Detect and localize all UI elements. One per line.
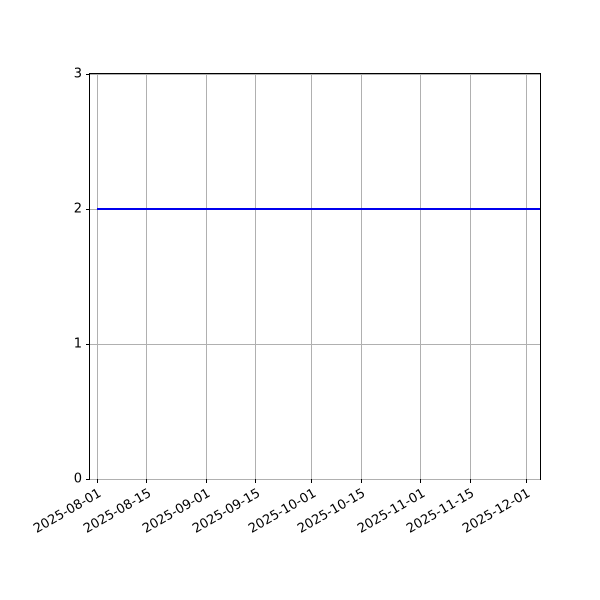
h-gridline xyxy=(90,343,540,345)
x-axis-tick xyxy=(311,479,313,483)
x-axis-tick xyxy=(420,479,422,483)
y-axis-tick xyxy=(86,74,90,75)
y-tick-label: 2 xyxy=(73,201,82,217)
y-tick-label: 3 xyxy=(73,66,82,82)
x-axis-tick xyxy=(206,479,208,483)
v-gridline xyxy=(525,74,527,479)
v-gridline xyxy=(255,74,257,479)
v-gridline xyxy=(420,74,422,479)
v-gridline xyxy=(469,74,471,479)
y-tick-label: 0 xyxy=(73,471,82,487)
data-series-line xyxy=(97,207,540,210)
x-axis-tick xyxy=(146,479,148,483)
h-gridline xyxy=(90,74,540,75)
x-axis-tick xyxy=(255,479,257,483)
v-gridline xyxy=(206,74,208,479)
y-tick-label: 1 xyxy=(73,336,82,352)
plot-area: 0 1 2 3 2025-08-01 2025-08-15 2025-09-01 2025-0… xyxy=(32,67,541,537)
v-gridline xyxy=(146,74,148,479)
x-axis-tick xyxy=(360,479,362,483)
x-axis-tick xyxy=(469,479,471,483)
x-axis-tick xyxy=(97,479,99,483)
y-axis-tick xyxy=(86,343,90,345)
v-gridline xyxy=(97,74,99,479)
v-gridline xyxy=(311,74,313,479)
v-gridline xyxy=(360,74,362,479)
y-axis-tick xyxy=(86,208,90,210)
h-gridline xyxy=(90,479,540,480)
y-axis-tick xyxy=(86,479,90,480)
x-axis-tick xyxy=(525,479,527,483)
